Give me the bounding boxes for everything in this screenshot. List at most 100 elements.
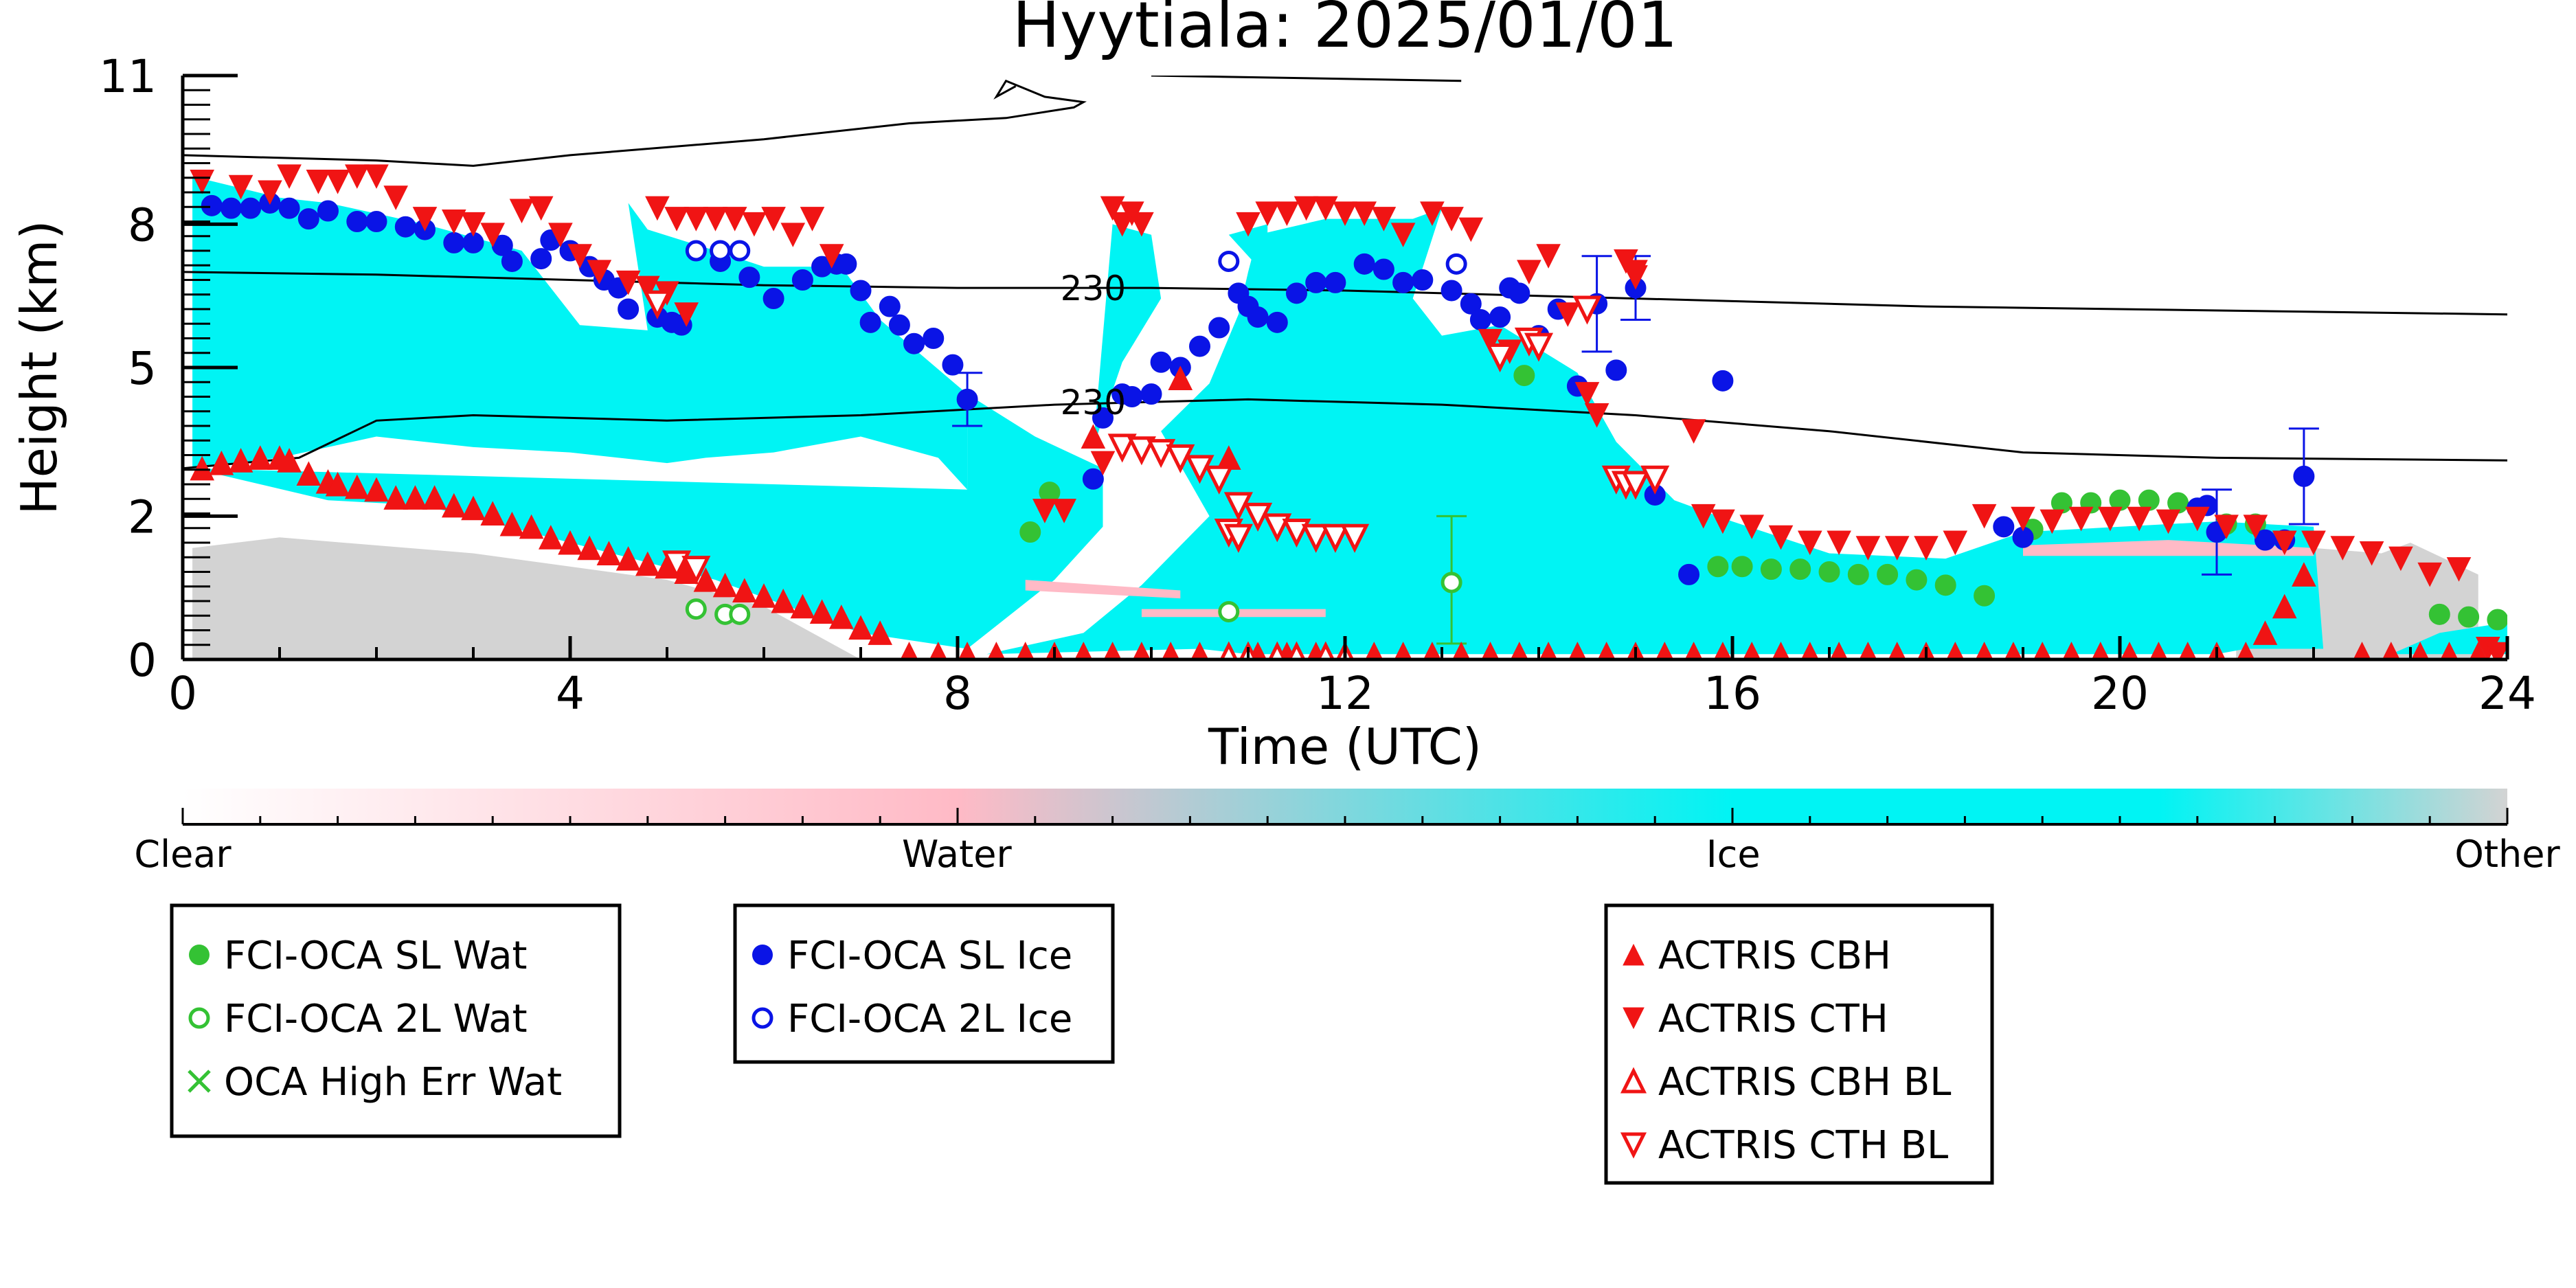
actris-cbh-point-77	[2062, 642, 2081, 659]
legend-label-fci-oca-sl-ice: FCI-OCA SL Ice	[787, 934, 1072, 978]
actris-cth-point-53	[1517, 260, 1541, 285]
fci-oca-sl-ice-point-14	[501, 250, 523, 272]
actris-cth-point-27	[742, 212, 767, 237]
fci-oca-sl-ice-point-44	[1140, 383, 1162, 405]
x-tick-label-2: 8	[943, 667, 972, 720]
actris-cbh-point-61	[1597, 642, 1616, 659]
fci-oca-sl-ice-point-4	[278, 197, 300, 219]
actris-cth-point-16	[567, 244, 592, 269]
fill-region-water-8	[2023, 540, 2314, 556]
actris-cbh-point-69	[1830, 642, 1849, 659]
actris-cbh-bl-point-2	[1268, 641, 1287, 659]
actris-cth-point-50	[1458, 217, 1484, 242]
actris-cth-point-30	[800, 207, 825, 231]
actris-cth-point-61	[1681, 419, 1706, 444]
actris-cth-point-46	[1371, 207, 1397, 231]
actris-cbh-bl-point-4	[1316, 641, 1335, 659]
actris-cth-bl-point-14	[1320, 523, 1350, 553]
actris-cbh-point-32	[790, 594, 815, 619]
fci-oca-2l-wat-point-4	[1440, 572, 1462, 594]
actris-cbh-point-80	[2149, 642, 2168, 659]
actris-cbh-point-30	[752, 583, 776, 608]
actris-cth-bl-point-17	[1223, 523, 1253, 553]
legend-box-2: ACTRIS CBH ACTRIS CTH ACTRIS CBH BL ACTRIS …	[1604, 903, 1994, 1185]
colorbar: Clear Water Ice Other	[134, 789, 2560, 876]
fci-oca-sl-ice-point-82	[2293, 465, 2315, 487]
x-tick-label-1: 4	[556, 667, 585, 720]
actris-cth-bl-point-12	[1282, 519, 1311, 548]
actris-cth-point-43	[1313, 196, 1338, 221]
actris-cth-point-82	[2272, 530, 2297, 556]
actris-cth-bl-point-2	[681, 556, 711, 585]
actris-cbh-point-47	[1190, 642, 1209, 659]
fci-oca-sl-ice-point-63	[1489, 306, 1511, 328]
actris-cbh-point-45	[1132, 642, 1151, 659]
actris-cbh-point-46	[1162, 642, 1180, 659]
contour-label-0: 230	[1061, 269, 1126, 308]
actris-cbh-point-54	[1394, 642, 1412, 659]
fill-region-ice-2	[986, 208, 2324, 655]
fci-oca-sl-wat-point-2	[1513, 365, 1535, 387]
actris-cth-bl-point-18	[1485, 343, 1515, 373]
actris-cth-bl-point-5	[1146, 439, 1176, 468]
actris-cbh-point-21	[577, 535, 602, 561]
chart-title: Hyytiala: 2025/01/01	[1013, 0, 1678, 62]
actris-cbh-point-10	[364, 477, 389, 502]
actris-cbh-point-14	[441, 493, 466, 518]
fci-oca-sl-ice-point-57	[1372, 258, 1394, 280]
fci-oca-sl-ice-point-48	[1208, 317, 1230, 339]
actris-cth-bl-point-20	[1524, 332, 1554, 362]
actris-cth-point-56	[1574, 382, 1600, 407]
actris-cbh-point-90	[2440, 642, 2459, 659]
actris-cbh-point-18	[519, 514, 544, 539]
actris-cbh-point-57	[1481, 642, 1500, 659]
actris-cbh-point-34	[828, 605, 854, 629]
legend-box-1: FCI-OCA SL Ice FCI-OCA 2L Ice	[733, 903, 1115, 1064]
fci-oca-sl-wat-point-12	[1974, 585, 1996, 607]
legend-label-fci-oca-sl-wat: FCI-OCA SL Wat	[224, 934, 528, 978]
legends: FCI-OCA SL Wat FCI-OCA 2L Wat OCA High Err…	[170, 903, 1994, 1185]
fci-oca-sl-ice-point-37	[923, 328, 945, 349]
colorbar-label-clear: Clear	[134, 833, 231, 876]
fci-oca-sl-ice-point-39	[956, 388, 978, 410]
actris-cbh-point-39	[958, 642, 977, 659]
fci-oca-sl-ice-point-5	[297, 208, 319, 230]
actris-cth-point-88	[2446, 557, 2472, 582]
actris-cth-point-24	[683, 207, 709, 231]
y-tick-label-0: 0	[128, 634, 157, 687]
actris-cbh-point-78	[2091, 642, 2110, 659]
actris-cth-point-45	[1352, 201, 1377, 227]
x-tick-label-4: 16	[1704, 667, 1761, 720]
actris-cth-point-65	[1768, 525, 1794, 550]
fci-oca-sl-ice-point-33	[859, 311, 881, 333]
actris-cth-point-62	[1691, 504, 1716, 529]
fci-oca-sl-wat-point-23	[2487, 609, 2507, 631]
fill-region-ice-4	[1228, 224, 1268, 278]
legend-marker-fci-oca-2l-wat	[188, 1007, 210, 1029]
actris-cbh-point-76	[2033, 642, 2052, 659]
fci-oca-sl-wat-point-10	[1906, 569, 1928, 591]
actris-cth-point-3	[277, 164, 302, 189]
actris-cbh-point-8	[325, 471, 350, 497]
legend-marker-actris-cth-bl	[1620, 1132, 1647, 1159]
actris-cth-point-55	[1555, 302, 1581, 327]
actris-cbh-point-60	[1568, 642, 1587, 659]
actris-cbh-bl-point-0	[1219, 641, 1239, 659]
actris-cbh-point-84	[2252, 620, 2278, 645]
actris-cth-point-85	[2359, 541, 2384, 566]
actris-cth-point-25	[703, 207, 728, 231]
fci-oca-sl-wat-point-22	[2458, 606, 2480, 628]
actris-cbh-point-55	[1423, 642, 1441, 659]
fci-oca-sl-ice-point-6	[317, 200, 339, 222]
actris-cbh-point-41	[1016, 642, 1035, 659]
fci-oca-sl-wat-point-21	[2428, 603, 2450, 625]
y-tick-label-1: 2	[128, 490, 157, 543]
fci-oca-sl-wat-point-8	[1847, 563, 1869, 585]
actris-cth-point-11	[461, 212, 486, 237]
actris-cth-point-28	[761, 207, 786, 231]
actris-cth-point-34	[1090, 451, 1116, 476]
actris-cth-bl-point-13	[1301, 523, 1331, 553]
legend-frame-0	[170, 903, 622, 1138]
actris-cbh-point-86	[2292, 562, 2316, 587]
